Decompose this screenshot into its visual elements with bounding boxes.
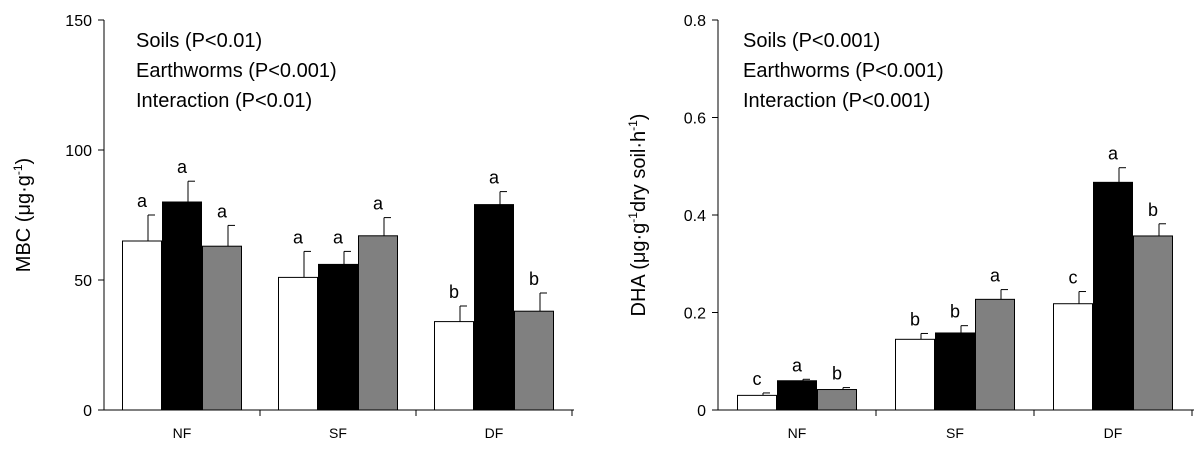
- y-axis-title-text: dry soil·h: [628, 131, 650, 212]
- bar: [122, 240, 162, 411]
- significance-letter: a: [137, 191, 148, 211]
- significance-letter: b: [529, 269, 539, 289]
- significance-letter: a: [792, 355, 803, 375]
- bar: [474, 204, 514, 411]
- significance-letter: c: [753, 369, 762, 389]
- bar: [1053, 303, 1093, 411]
- y-tick-label: 100: [65, 143, 92, 160]
- significance-letter: a: [1108, 144, 1119, 164]
- bar: [278, 276, 318, 411]
- bar: [318, 263, 358, 411]
- bar: [895, 338, 935, 411]
- y-axis-title: DHA (μg·g-1dry soil·h-1): [626, 114, 650, 317]
- bar: [514, 310, 554, 411]
- significance-letter: b: [910, 309, 920, 329]
- x-category-label: NF: [173, 425, 192, 441]
- significance-letter: a: [177, 157, 188, 177]
- bar: [162, 201, 202, 411]
- significance-letter: b: [950, 302, 960, 322]
- stat-annotation: Soils (P<0.001): [743, 30, 880, 52]
- bar: [777, 380, 817, 411]
- bar: [817, 389, 857, 411]
- y-tick-label: 0.6: [684, 111, 706, 128]
- y-tick-label: 0: [697, 403, 706, 420]
- stat-annotation: Earthworms (P<0.001): [136, 60, 337, 82]
- y-tick-label: 50: [74, 273, 92, 290]
- stat-annotation: Soils (P<0.01): [136, 30, 262, 52]
- significance-letter: b: [1148, 200, 1158, 220]
- y-tick-label: 0.4: [684, 208, 706, 225]
- y-axis-title-text: ): [13, 158, 35, 165]
- x-category-label: DF: [1104, 425, 1123, 441]
- chart-2: 0 0.2 0.4 0.6 0.8 NF SF DF c a b b b a c a b Soils (P<0.0…: [626, 13, 1194, 441]
- significance-letter: b: [449, 282, 459, 302]
- bar: [935, 332, 975, 411]
- y-axis-title-superscript: -1: [11, 164, 25, 175]
- bar: [975, 298, 1015, 411]
- y-axis-title-superscript: -1: [626, 120, 640, 131]
- x-category-label: DF: [485, 425, 504, 441]
- y-tick-label: 0.2: [684, 306, 706, 323]
- significance-letter: a: [333, 227, 344, 247]
- x-category-label: NF: [788, 425, 807, 441]
- significance-letter: a: [373, 194, 384, 214]
- y-axis-title: MBC (μg·g-1): [11, 158, 35, 272]
- y-axis-title-text: ): [628, 114, 650, 121]
- bar: [202, 245, 242, 411]
- bar: [1093, 181, 1133, 411]
- y-axis-title-superscript: -1: [626, 212, 640, 223]
- y-tick-label: 0.8: [684, 13, 706, 30]
- significance-letter: b: [832, 364, 842, 384]
- significance-letter: a: [990, 266, 1001, 286]
- stat-annotation: Interaction (P<0.01): [136, 90, 312, 112]
- stat-annotation: Earthworms (P<0.001): [743, 60, 944, 82]
- x-category-label: SF: [329, 425, 347, 441]
- stat-annotation: Interaction (P<0.001): [743, 90, 930, 112]
- y-axis-title-text: MBC (μg·g: [13, 175, 35, 272]
- significance-letter: a: [489, 168, 500, 188]
- significance-letter: a: [293, 227, 304, 247]
- significance-letter: c: [1069, 268, 1078, 288]
- y-tick-label: 0: [83, 403, 92, 420]
- x-category-label: SF: [946, 425, 964, 441]
- chart-1: 0 50 100 150 NF SF DF a a a a a a b a b Soils (P<0.01) Ea…: [11, 13, 574, 441]
- bar: [737, 394, 777, 411]
- bar: [1133, 235, 1173, 411]
- y-axis-title-text: DHA (μg·g: [628, 223, 650, 317]
- bar: [434, 321, 474, 411]
- significance-letter: a: [217, 201, 228, 221]
- bar: [358, 235, 398, 411]
- y-tick-label: 150: [65, 13, 92, 30]
